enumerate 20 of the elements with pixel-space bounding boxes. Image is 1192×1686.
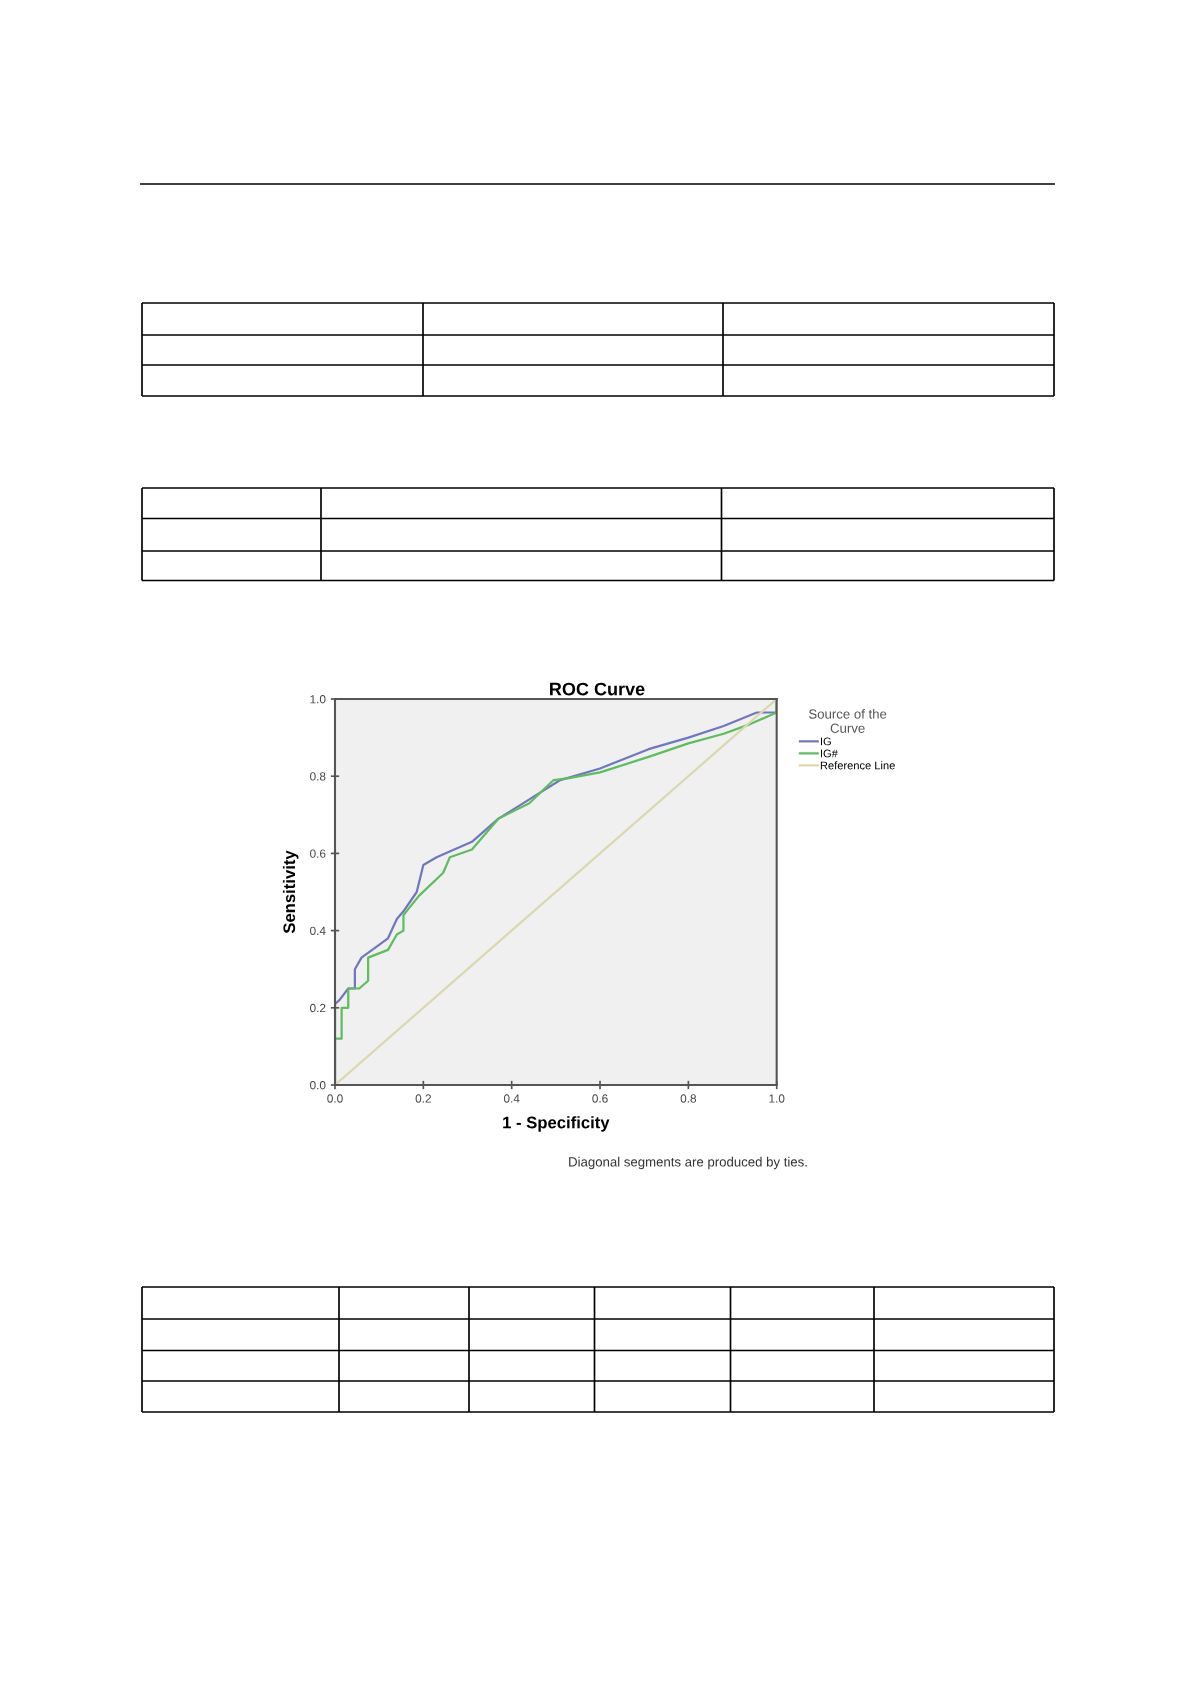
y-tick-label: 1.0 [310,695,326,704]
x-tick-label: 0.2 [415,1094,431,1103]
legend-label: IG [820,737,831,746]
legend-label: Reference Line [820,761,895,770]
x-tick-label: 0.6 [592,1094,608,1103]
y-axis-title: Sensitivity [282,850,299,934]
x-tick-label: 0.0 [327,1094,343,1103]
chart-title: ROC Curve [550,682,645,696]
x-tick-label: 0.8 [680,1094,697,1103]
y-tick-label: 0.0 [310,1081,326,1090]
x-tick-label: 1.0 [769,1094,785,1103]
x-tick-label: 0.4 [503,1094,520,1103]
text: Diagonal segments are produced by ties. [569,1156,807,1170]
y-tick-label: 0.6 [310,849,326,858]
legend-title: Source of the Curve [808,709,887,733]
y-tick-label: 0.4 [310,926,326,935]
legend-label: IG# [820,749,838,758]
y-tick-label: 0.8 [310,772,326,781]
x-axis-title: 1 - Specificity [503,1116,610,1132]
y-tick-label: 0.2 [310,1003,326,1013]
